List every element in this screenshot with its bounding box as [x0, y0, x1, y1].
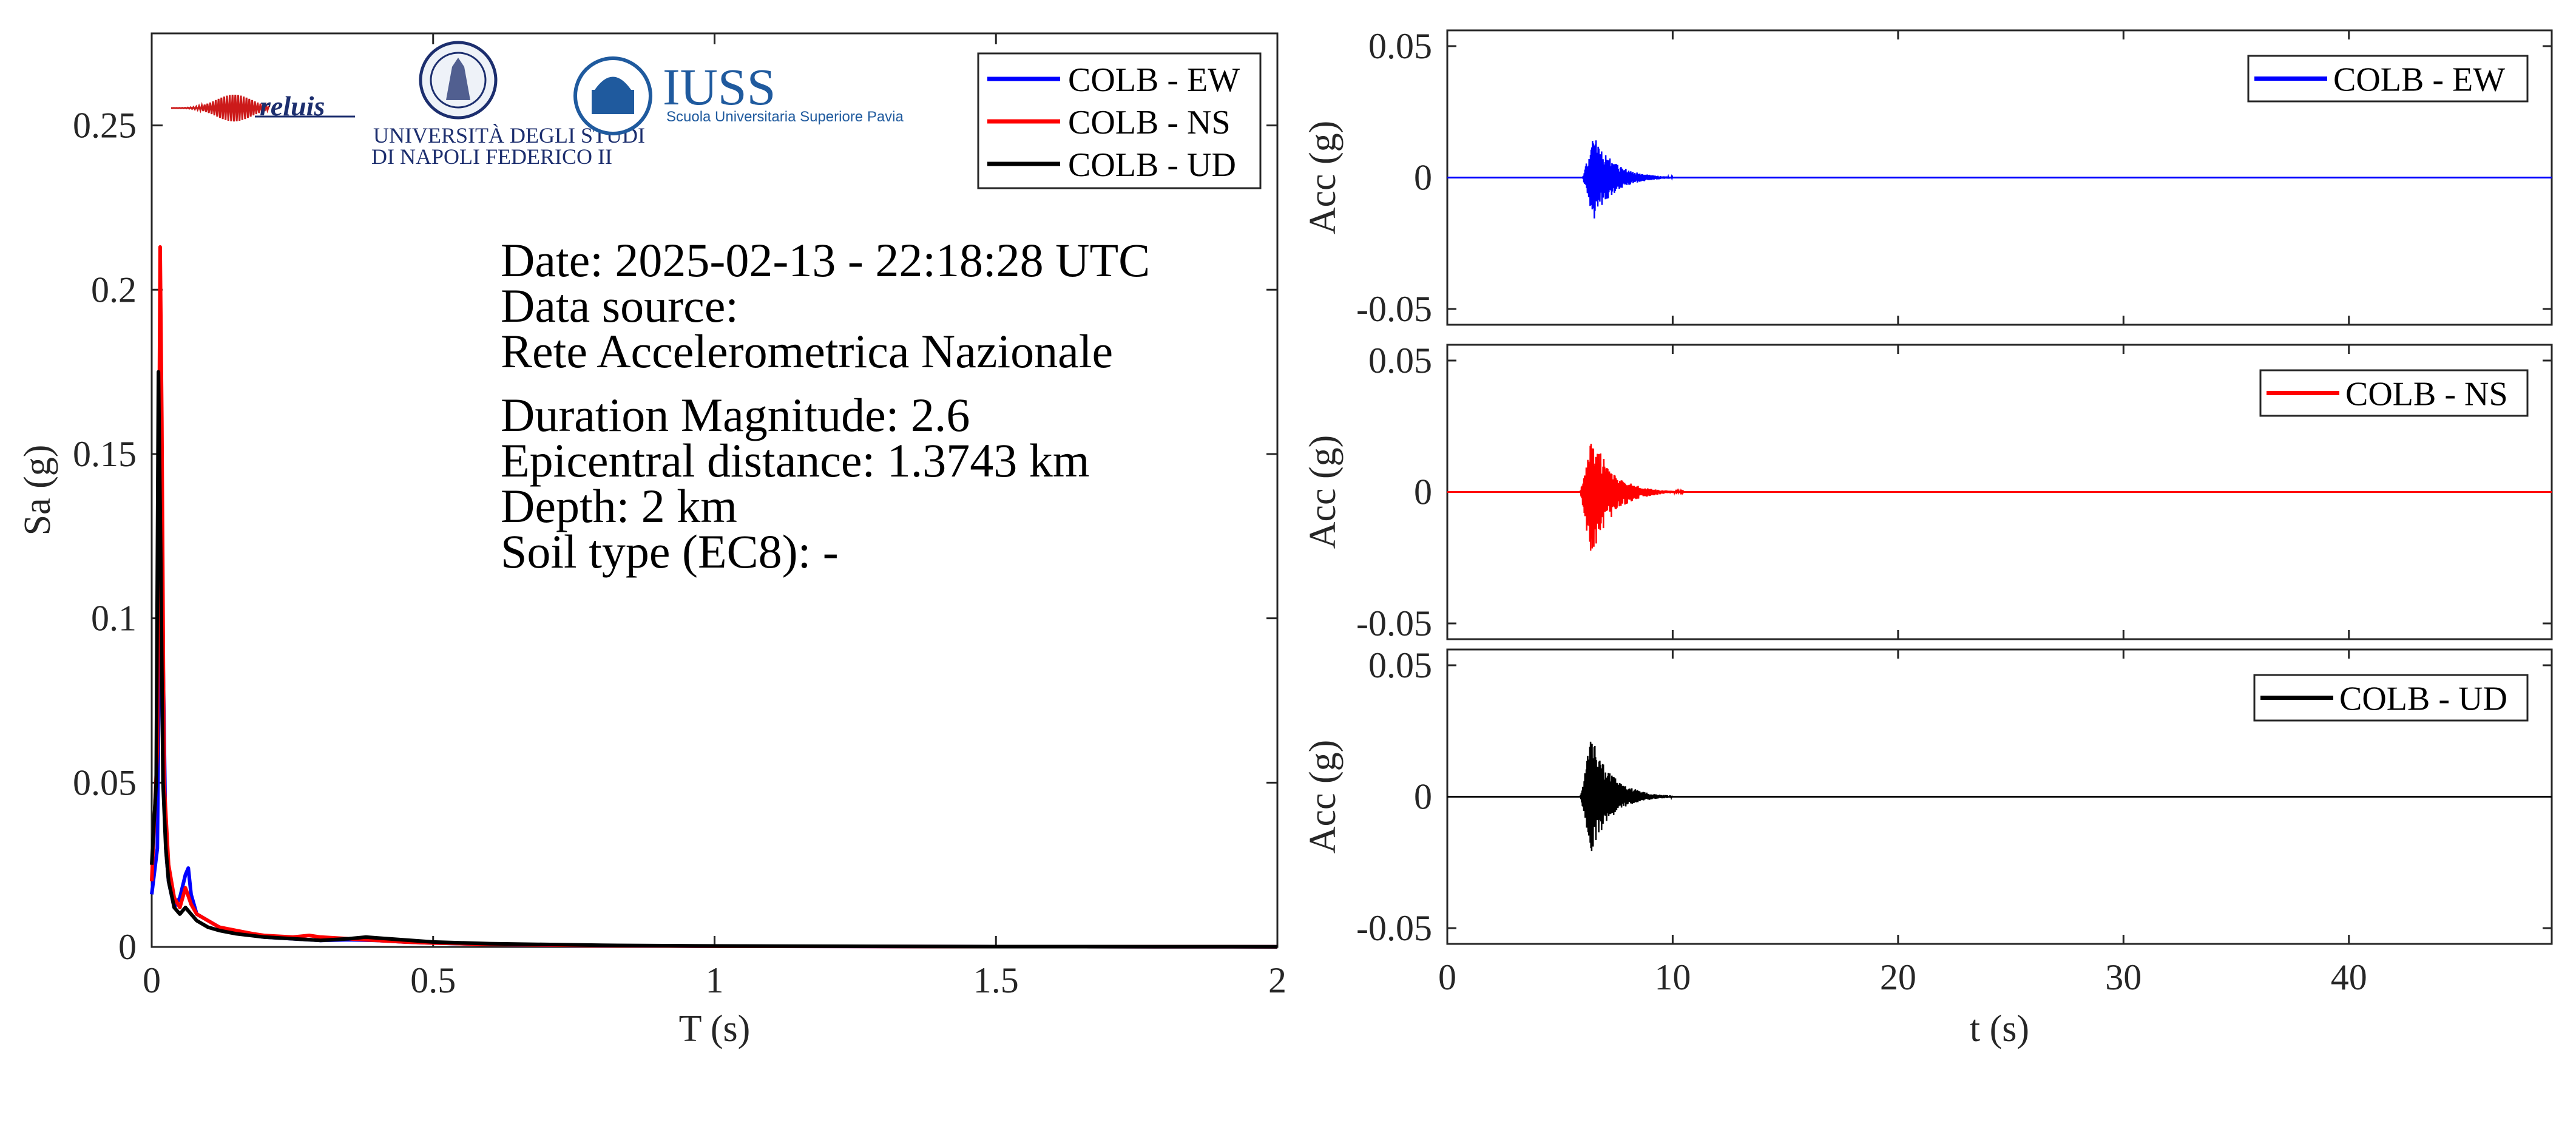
- th-ytick-label: 0: [1414, 777, 1432, 817]
- reluis-logo-text: reluis: [260, 90, 325, 121]
- event-info: Date: 2025-02-13 - 22:18:28 UTC Data sou…: [501, 234, 1150, 578]
- unina-seal-figure: [446, 58, 470, 100]
- spectrum-xtick-label: 2: [1268, 960, 1286, 1000]
- time-history-ns: -0.05 0 0.05 Acc (g) COLB - NS: [1302, 341, 2553, 643]
- spectrum-legend-label: COLB - UD: [1068, 146, 1236, 184]
- th-ylabel: Acc (g): [1302, 435, 1344, 549]
- spectrum-ytick-label: 0.25: [73, 106, 137, 146]
- th-ytick-label: 0.05: [1368, 645, 1432, 685]
- info-network: Rete Accelerometrica Nazionale: [501, 325, 1113, 378]
- th-ytick-label: 0: [1414, 158, 1432, 198]
- info-soil: Soil type (EC8): -: [501, 525, 839, 578]
- th-xlabel: t (s): [1970, 1008, 2029, 1050]
- th-ylabel: Acc (g): [1302, 740, 1344, 854]
- spectrum-series-ud: [150, 370, 1278, 949]
- spectrum-xlabel: T (s): [679, 1008, 751, 1050]
- reluis-logo-wave: [171, 95, 270, 122]
- th-ytick-label: -0.05: [1356, 603, 1432, 643]
- spectrum-plot: 0 0.5 1 1.5 2 0 0.05 0.1 0.15 0.2 0.25 T (s) Sa (g) C…: [17, 32, 1286, 1050]
- spectrum-ytick-label: 0.2: [91, 270, 137, 310]
- unina-logo-line2: DI NAPOLI FEDERICO II: [371, 144, 612, 169]
- info-data-source: Data source:: [501, 279, 739, 332]
- spectrum-ytick-label: 0.05: [73, 762, 137, 802]
- th-legend-label: COLB - NS: [2345, 376, 2508, 413]
- spectrum-ytick-label: 0: [118, 927, 137, 967]
- th-ytick-label: 0.05: [1368, 26, 1432, 66]
- iuss-logo: IUSS Scuola Universitaria Superiore Pavi…: [573, 56, 904, 135]
- th-ytick-label: 0: [1414, 472, 1432, 512]
- info-distance: Epicentral distance: 1.3743 km: [501, 434, 1089, 487]
- reluis-logo: reluis: [171, 90, 355, 122]
- iuss-logo-text: IUSS: [663, 58, 776, 116]
- th-xtick-label: 30: [2105, 957, 2142, 997]
- th-xtick-label: 40: [2331, 957, 2367, 997]
- iuss-emblem-dome: [595, 76, 631, 90]
- th-series-ew: [1581, 140, 1674, 219]
- th-legend-label: COLB - UD: [2339, 680, 2507, 718]
- iuss-emblem-building: [592, 90, 634, 114]
- spectrum-xtick-label: 1: [706, 960, 724, 1000]
- th-series-ud: [1579, 741, 1674, 852]
- th-xtick-label: 10: [1654, 957, 1691, 997]
- iuss-logo-subtitle: Scuola Universitaria Superiore Pavia: [666, 109, 904, 125]
- spectrum-ytick-label: 0.15: [73, 434, 137, 474]
- spectrum-legend-label: COLB - EW: [1068, 61, 1240, 99]
- spectrum-xtick-label: 1.5: [973, 960, 1019, 1000]
- th-xtick-label: 0: [1438, 957, 1456, 997]
- info-magnitude: Duration Magnitude: 2.6: [501, 388, 970, 441]
- th-series-ns: [1579, 444, 1685, 551]
- spectrum-legend-label: COLB - NS: [1068, 104, 1231, 141]
- spectrum-ytick-label: 0.1: [91, 599, 137, 639]
- spectrum-ylabel: Sa (g): [17, 445, 58, 536]
- th-ylabel: Acc (g): [1302, 121, 1344, 235]
- th-ytick-label: -0.05: [1356, 289, 1432, 329]
- time-history-ew: -0.05 0 0.05 Acc (g) COLB - EW: [1302, 26, 2553, 329]
- info-date: Date: 2025-02-13 - 22:18:28 UTC: [501, 234, 1150, 287]
- spectrum-xtick-label: 0: [143, 960, 161, 1000]
- th-legend-label: COLB - EW: [2333, 61, 2505, 99]
- unina-seal-inner: [430, 52, 487, 109]
- th-ytick-label: -0.05: [1356, 908, 1432, 948]
- info-depth: Depth: 2 km: [501, 480, 737, 532]
- th-xtick-label: 20: [1880, 957, 1916, 997]
- spectrum-xtick-label: 0.5: [410, 960, 456, 1000]
- th-ytick-label: 0.05: [1368, 341, 1432, 381]
